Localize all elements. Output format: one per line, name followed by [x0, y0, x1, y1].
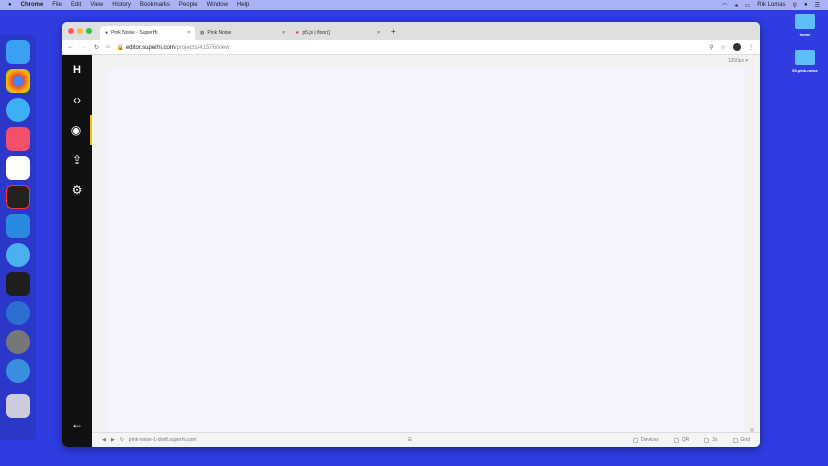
- volume-icon[interactable]: ◂: [734, 2, 738, 9]
- folder-label: 05-pink-noise: [792, 68, 818, 73]
- menu-help[interactable]: Help: [236, 2, 250, 8]
- new-tab-button[interactable]: +: [391, 26, 396, 36]
- preview-area: 1260px ▾ 772px: [92, 55, 760, 442]
- menu-edit[interactable]: Edit: [70, 2, 82, 8]
- menu-view[interactable]: View: [90, 2, 104, 8]
- superhi-logo[interactable]: H: [73, 64, 81, 76]
- trash-icon[interactable]: [6, 394, 30, 418]
- width-dropdown[interactable]: 1260px ▾: [727, 58, 748, 64]
- option-label: Devices: [640, 437, 659, 443]
- checkbox[interactable]: [673, 437, 679, 443]
- zoom-icon[interactable]: ⚲: [709, 44, 714, 51]
- menu-people[interactable]: People: [178, 2, 198, 8]
- preview-back-icon[interactable]: ◀: [102, 437, 106, 443]
- option-label: 2x: [712, 437, 718, 443]
- home-icon[interactable]: ⌂: [106, 44, 110, 50]
- finder-icon[interactable]: [6, 40, 30, 64]
- siri-icon[interactable]: ●: [803, 2, 808, 8]
- devices-toggle[interactable]: Devices: [632, 437, 659, 443]
- globe-icon: ◍: [200, 30, 205, 36]
- option-label: QR: [681, 437, 690, 443]
- checkbox[interactable]: [732, 437, 738, 443]
- clock-icon[interactable]: [6, 243, 30, 267]
- preview-footer: ◀ ▶ ↻ pink-noise-1-draft.superhi.com ☰ D…: [92, 432, 760, 447]
- messages-icon[interactable]: [6, 98, 30, 122]
- code-icon[interactable]: ‹›: [73, 93, 81, 107]
- avatar[interactable]: [733, 43, 741, 51]
- superhi-favicon: ●: [105, 30, 109, 36]
- music-icon[interactable]: [6, 127, 30, 151]
- eye-icon[interactable]: ◉: [62, 115, 92, 145]
- grid-toggle[interactable]: Grid: [732, 437, 750, 443]
- preview-forward-icon[interactable]: ▶: [110, 437, 115, 443]
- menu-history[interactable]: History: [112, 2, 131, 8]
- tab-pink-noise[interactable]: ◍ Pink Noise ×: [195, 26, 290, 40]
- checkbox[interactable]: [704, 437, 710, 443]
- editor-sidebar: H ‹› ◉ ⇪ ⚙ ←: [62, 55, 92, 447]
- minimize-window-button[interactable]: [77, 28, 83, 34]
- settings-gear-icon[interactable]: ⚙: [71, 183, 83, 197]
- user-name[interactable]: Rik Lomas: [757, 2, 786, 8]
- desktop-folder-pink-noise[interactable]: 05-pink-noise: [790, 50, 820, 73]
- vscode-icon[interactable]: [6, 214, 30, 238]
- noise-layer: [108, 69, 744, 432]
- battery-icon[interactable]: ▭: [744, 2, 751, 9]
- url-host: editor.superhi.com: [125, 44, 175, 51]
- menu-bar: ● Chrome File Edit View History Bookmark…: [0, 0, 828, 10]
- bookmark-star-icon[interactable]: ☆: [720, 44, 726, 51]
- back-icon[interactable]: ←: [68, 44, 74, 50]
- close-tab-icon[interactable]: ×: [377, 30, 380, 36]
- menu-window[interactable]: Window: [206, 2, 228, 8]
- folder-label: home: [799, 32, 811, 37]
- forward-icon[interactable]: →: [81, 44, 87, 50]
- folder-icon: [795, 14, 815, 29]
- photo-app-icon[interactable]: [6, 330, 30, 354]
- qr-toggle[interactable]: QR: [673, 437, 690, 443]
- tab-title: Pink Noise - SuperHi: [111, 30, 158, 36]
- app-icon[interactable]: [6, 301, 30, 325]
- address-bar: ← → ↻ ⌂ 🔒 editor.superhi.com/projects/41…: [62, 40, 760, 55]
- tab-title: p5.js | floor(): [302, 30, 331, 36]
- close-tab-icon[interactable]: ×: [282, 30, 285, 36]
- 2x-toggle[interactable]: 2x: [704, 437, 718, 443]
- spotlight-icon[interactable]: ⚲: [792, 2, 797, 9]
- folder-icon: [795, 50, 815, 65]
- menu-file[interactable]: File: [52, 2, 62, 8]
- dock: [0, 35, 36, 440]
- url-path: /projects/41576/view: [174, 44, 230, 51]
- maximize-window-button[interactable]: [86, 28, 92, 34]
- resize-handle-icon[interactable]: ☰: [407, 437, 412, 443]
- pink-noise-canvas: [108, 69, 744, 432]
- close-tab-icon[interactable]: ×: [187, 30, 190, 36]
- tab-title: Pink Noise: [207, 30, 232, 36]
- apple-icon[interactable]: ●: [8, 2, 12, 8]
- tab-p5js-floor[interactable]: ★ p5.js | floor() ×: [290, 26, 385, 40]
- chrome-icon[interactable]: [6, 69, 30, 93]
- close-window-button[interactable]: [68, 28, 74, 34]
- star-favicon: ★: [295, 30, 300, 36]
- reload-icon[interactable]: ↻: [94, 44, 100, 51]
- browser-window: ● Pink Noise - SuperHi × ◍ Pink Noise × ★ p5.…: [62, 22, 760, 447]
- checkbox[interactable]: [632, 437, 638, 443]
- terminal-icon[interactable]: [6, 185, 30, 209]
- preview-url-link[interactable]: pink-noise-1-draft.superhi.com: [128, 437, 197, 443]
- figma-icon[interactable]: [6, 272, 30, 296]
- option-label: Grid: [740, 437, 750, 443]
- tweetbot-icon[interactable]: [6, 359, 30, 383]
- notification-icon[interactable]: ☰: [814, 2, 820, 9]
- wifi-icon[interactable]: ◠: [722, 2, 728, 9]
- back-arrow-icon[interactable]: ←: [71, 417, 83, 431]
- url-input[interactable]: 🔒 editor.superhi.com/projects/41576/view: [116, 44, 230, 51]
- desktop-folder-home[interactable]: home: [790, 14, 820, 37]
- tab-pink-noise-superhi[interactable]: ● Pink Noise - SuperHi ×: [100, 26, 195, 40]
- slack-icon[interactable]: [6, 156, 30, 180]
- menu-kebab-icon[interactable]: ⋮: [748, 44, 754, 51]
- menu-bookmarks[interactable]: Bookmarks: [139, 2, 170, 8]
- share-icon[interactable]: ⇪: [71, 153, 83, 167]
- menu-app[interactable]: Chrome: [20, 2, 44, 8]
- preview-reload-icon[interactable]: ↻: [119, 437, 124, 443]
- tab-bar: ● Pink Noise - SuperHi × ◍ Pink Noise × ★ p5.…: [62, 22, 760, 40]
